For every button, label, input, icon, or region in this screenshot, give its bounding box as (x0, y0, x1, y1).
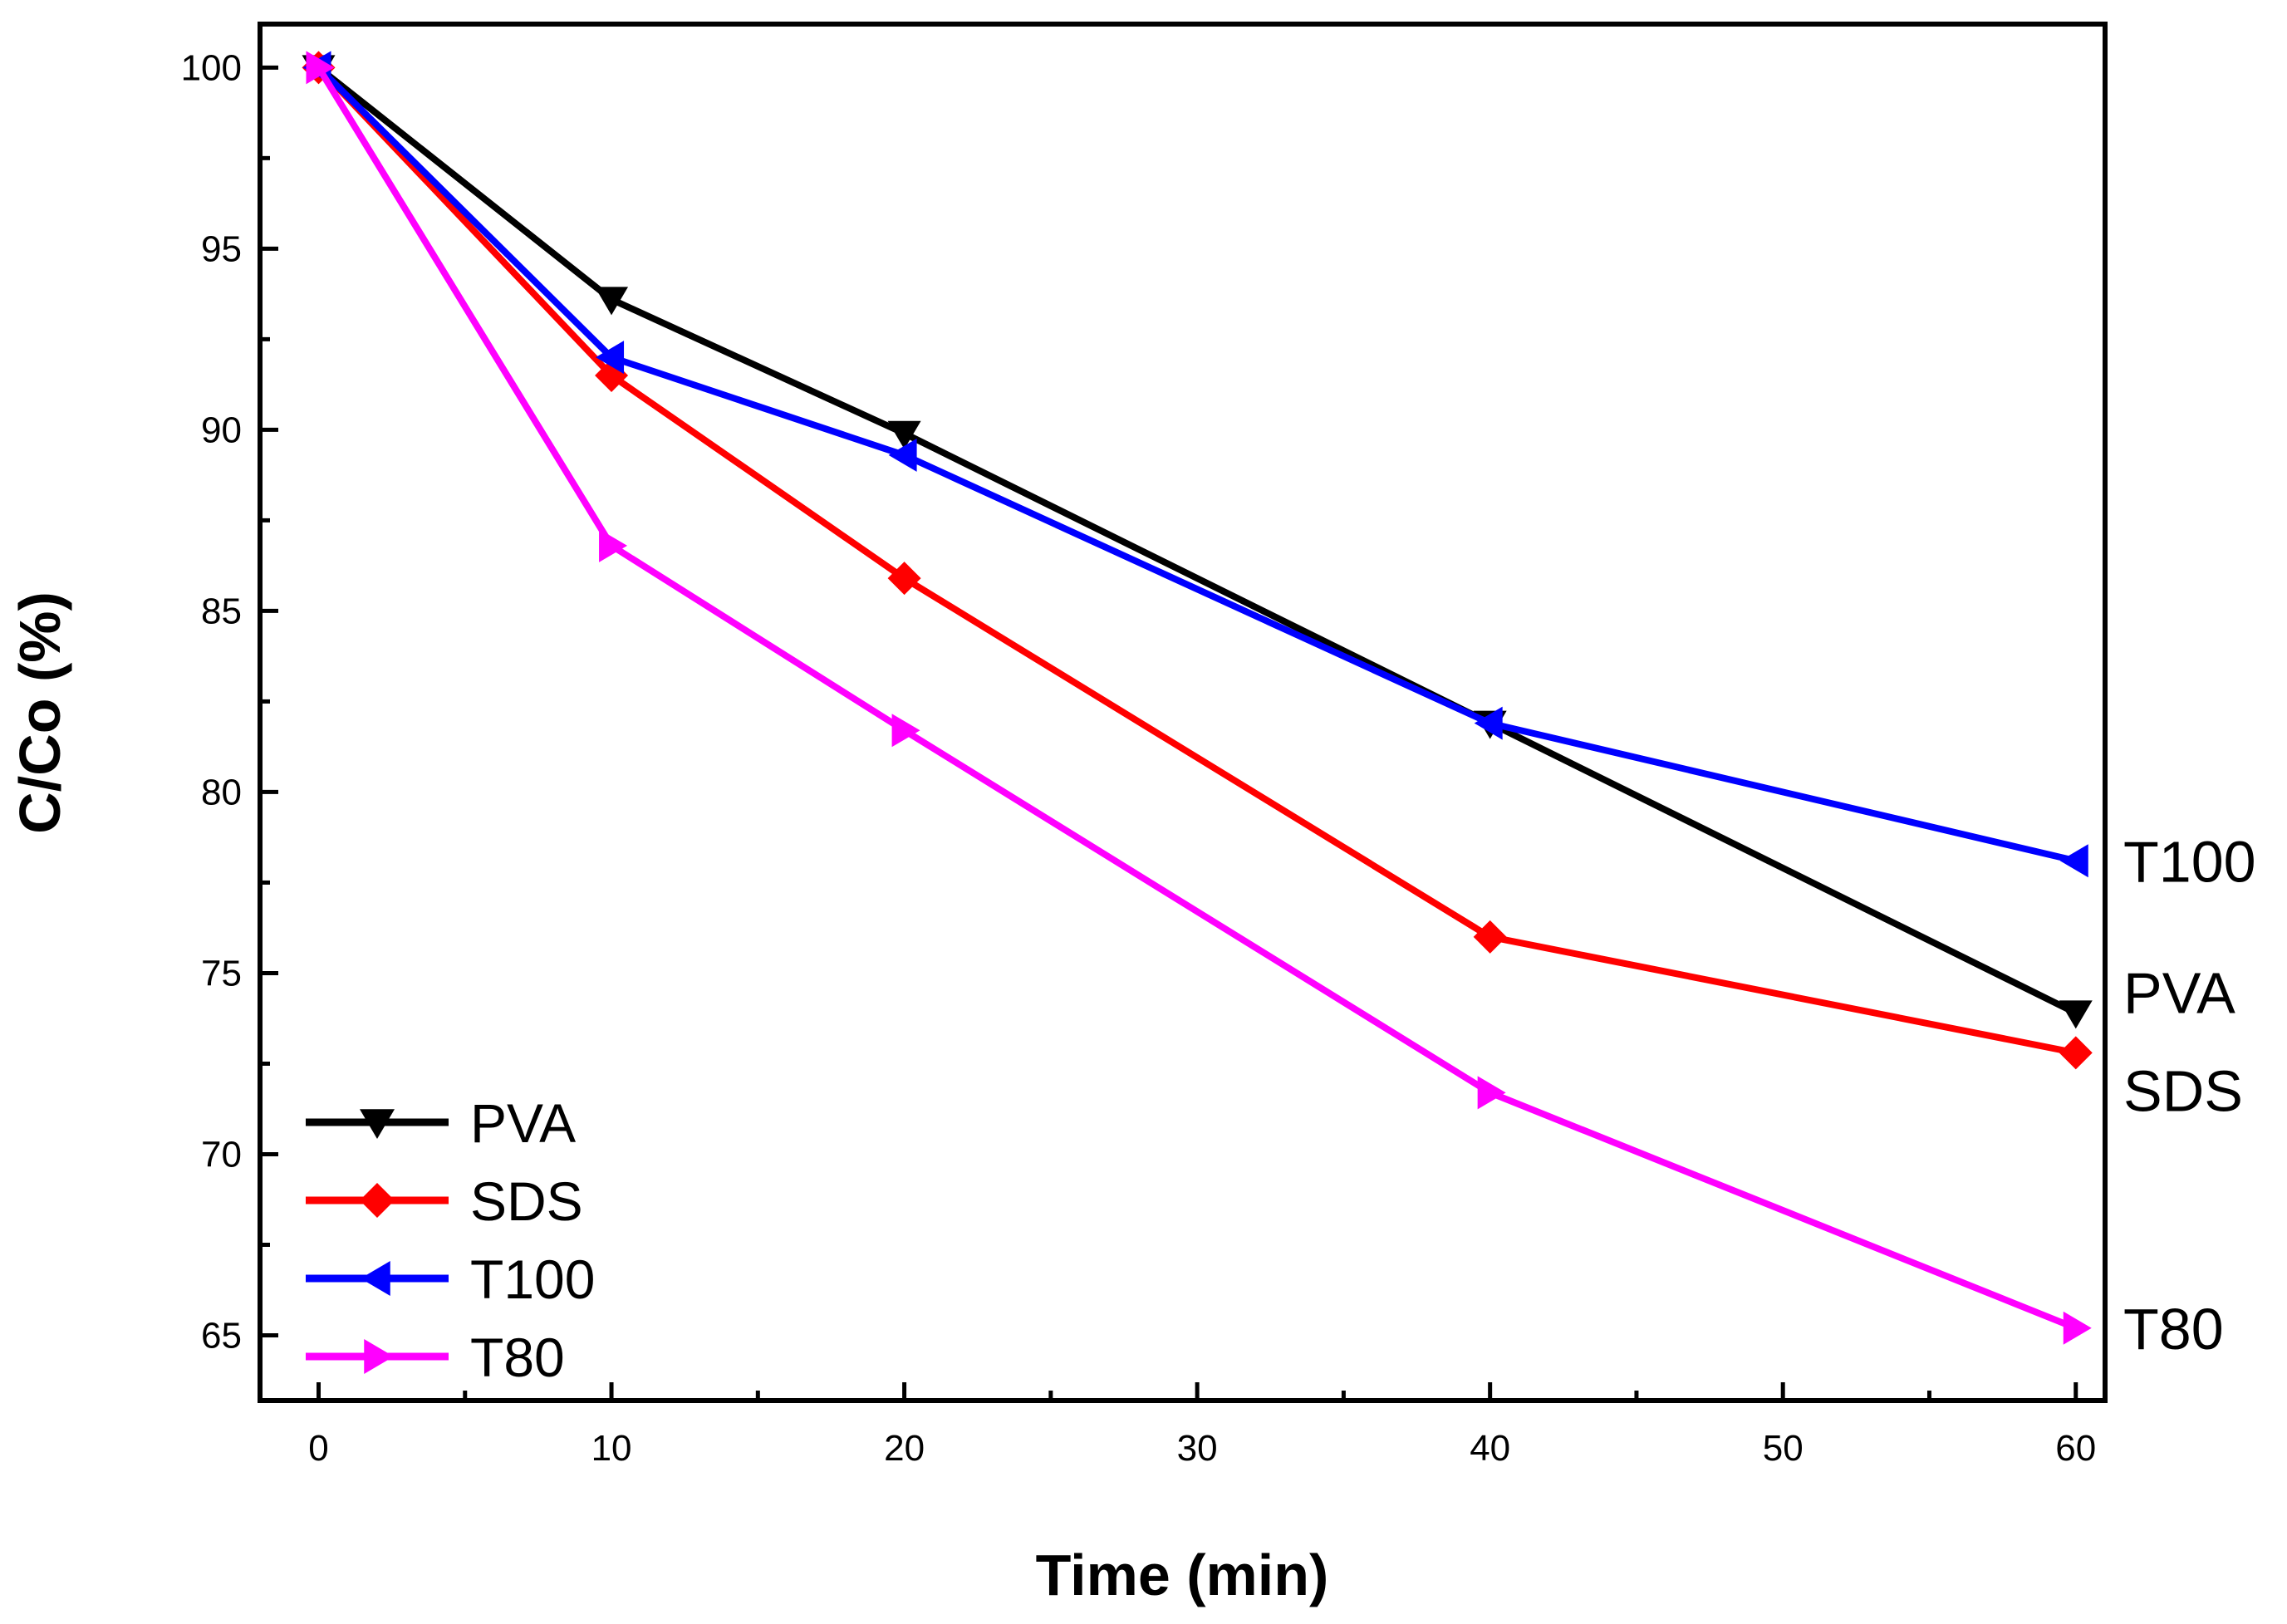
data-point-t100 (2059, 844, 2088, 878)
series-t80 (306, 51, 2092, 1345)
legend-marker-t100 (361, 1261, 390, 1296)
x-axis-title: Time (min) (1036, 1543, 1329, 1607)
series-layer (302, 51, 2093, 1345)
end-label-sds: SDS (2123, 1058, 2243, 1123)
data-point-t100 (888, 438, 917, 472)
data-point-t80 (306, 51, 335, 85)
x-axis-ticks: 0 10 20 30 40 50 60 (308, 1382, 2096, 1469)
x-tick-label: 0 (308, 1428, 328, 1469)
x-tick-label: 10 (591, 1428, 632, 1469)
data-point-pva (595, 287, 629, 316)
y-axis-ticks: 65 70 75 80 85 90 95 100 (181, 47, 278, 1357)
data-point-t80 (891, 714, 920, 748)
series-line-pva (317, 65, 2078, 1017)
legend: PVA SDS T100 T80 (306, 1092, 595, 1388)
legend-marker-sds (360, 1183, 395, 1218)
y-tick-label: 80 (201, 772, 242, 812)
series-line-sds (316, 65, 2077, 1057)
y-tick-label: 85 (201, 591, 242, 631)
y-tick-label: 90 (201, 410, 242, 450)
legend-label-pva: PVA (470, 1092, 576, 1154)
y-tick-label: 95 (201, 228, 242, 269)
data-point-pva (2059, 1000, 2093, 1029)
end-label-pva: PVA (2123, 960, 2235, 1025)
legend-marker-t80 (364, 1339, 394, 1374)
data-point-pva (887, 420, 921, 449)
data-point-sds (887, 562, 921, 596)
legend-label-t80: T80 (470, 1327, 565, 1388)
y-tick-label: 100 (181, 47, 242, 88)
data-point-t80 (2063, 1311, 2092, 1345)
x-tick-label: 40 (1470, 1428, 1510, 1469)
end-label-t100: T100 (2123, 829, 2256, 894)
legend-marker-pva (360, 1109, 395, 1139)
x-tick-label: 50 (1763, 1428, 1804, 1469)
legend-label-sds: SDS (470, 1170, 583, 1232)
data-point-sds (2059, 1036, 2093, 1070)
y-tick-label: 65 (201, 1316, 242, 1357)
data-point-t80 (599, 528, 628, 562)
series-end-labels: PVA SDS T100 T80 (2123, 829, 2256, 1362)
x-tick-label: 30 (1177, 1428, 1218, 1469)
series-line-t100 (316, 65, 2077, 865)
data-point-t100 (596, 341, 625, 375)
data-point-t100 (1474, 706, 1503, 740)
end-label-t80: T80 (2123, 1297, 2224, 1362)
y-tick-label: 75 (201, 953, 242, 994)
series-line-t80 (316, 66, 2078, 1332)
data-point-t80 (1477, 1076, 1506, 1110)
y-axis-title: C/Co (%) (7, 591, 72, 834)
series-pva (302, 55, 2093, 1029)
plot-frame (258, 22, 2108, 1403)
y-tick-label: 70 (201, 1134, 242, 1175)
data-point-sds (1473, 920, 1507, 954)
x-tick-label: 60 (2055, 1428, 2096, 1469)
x-tick-label: 20 (884, 1428, 925, 1469)
series-sds (302, 51, 2093, 1070)
legend-label-t100: T100 (470, 1249, 595, 1310)
